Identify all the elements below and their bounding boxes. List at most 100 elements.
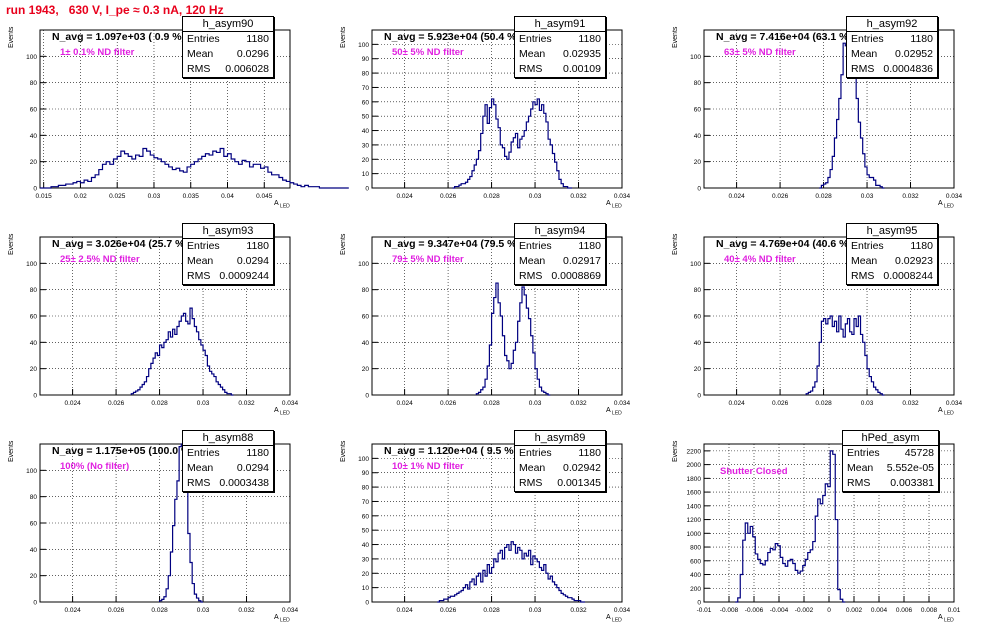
stats-row-rms: RMS 0.003381 [843, 476, 938, 491]
histogram-series [735, 450, 846, 603]
x-axis-subscript: LED [278, 203, 290, 210]
y-tick-label: 60 [30, 107, 38, 114]
x-tick-label: 0.026 [440, 400, 457, 407]
x-tick-label: 0.01 [948, 607, 961, 614]
stats-value: 0.0294 [236, 462, 269, 474]
stats-label: Mean [187, 48, 214, 60]
y-tick-label: 0 [697, 186, 701, 193]
x-axis-subscript: LED [942, 617, 954, 624]
filter-note: 50± 5% ND filter [392, 47, 464, 58]
stats-value: 0.02935 [563, 48, 601, 60]
x-tick-label: 0.034 [946, 400, 963, 407]
x-tick-label: 0.026 [772, 400, 789, 407]
stats-row-rms: RMS 0.0008244 [847, 269, 937, 284]
x-tick-label: 0.026 [108, 400, 125, 407]
filter-note: Shutter Closed [720, 466, 788, 477]
y-tick-label: 70 [362, 85, 370, 92]
stats-label: RMS [187, 63, 211, 75]
stats-label: RMS [851, 270, 875, 282]
y-tick-label: 40 [362, 128, 370, 135]
x-axis-symbol: A [938, 407, 943, 414]
histogram-plot: 0.024 0.026 0.028 0.03 0.032 0.034 0 10 20 30 40 50… [358, 443, 631, 614]
stats-label: Entries [187, 33, 220, 45]
y-axis-label: Events [672, 233, 679, 255]
x-axis-label: A LED [606, 200, 622, 209]
x-tick-label: 0.024 [396, 193, 413, 200]
y-tick-label: 1400 [687, 503, 702, 510]
x-axis-subscript: LED [278, 617, 290, 624]
y-axis-label: Events [672, 440, 679, 462]
x-tick-label: 0.024 [64, 607, 81, 614]
stats-value: 1180 [578, 240, 601, 252]
stats-row-rms: RMS 0.0004836 [847, 62, 937, 77]
y-tick-label: 20 [30, 159, 38, 166]
y-tick-label: 2200 [687, 448, 702, 455]
x-tick-label: 0.028 [815, 400, 832, 407]
stats-row-mean: Mean 0.02942 [515, 461, 605, 476]
stats-label: Entries [187, 240, 220, 252]
histogram-series [475, 282, 551, 396]
x-tick-label: 0.026 [440, 607, 457, 614]
x-tick-label: 0.032 [570, 193, 587, 200]
stats-box: h_asym90 Entries 1180 Mean 0.0296 RMS 0.006028 [182, 16, 274, 78]
stats-value: 0.02952 [895, 48, 933, 60]
y-tick-label: 20 [30, 573, 38, 580]
stats-row-entries: Entries 1180 [183, 446, 273, 461]
stats-value: 0.0004836 [883, 63, 933, 75]
y-tick-label: 20 [694, 159, 702, 166]
stats-value: 0.0009244 [219, 270, 269, 282]
y-tick-label: 40 [30, 133, 38, 140]
stats-row-entries: Entries 1180 [515, 32, 605, 47]
x-tick-label: 0.015 [36, 193, 53, 200]
x-tick-label: 0.028 [483, 193, 500, 200]
histogram-series [452, 98, 572, 189]
x-tick-label: 0.034 [614, 400, 631, 407]
x-tick-label: 0 [827, 607, 831, 614]
histogram-series [437, 541, 586, 603]
x-axis-subscript: LED [610, 617, 622, 624]
x-tick-label: 0.028 [151, 400, 168, 407]
stats-label: Mean [851, 255, 878, 267]
x-axis-symbol: A [274, 407, 279, 414]
stats-value: 0.0003438 [219, 477, 269, 489]
y-axis-label: Events [340, 440, 347, 462]
stats-value: 0.02923 [895, 255, 933, 267]
x-tick-label: 0.034 [946, 193, 963, 200]
stats-row-rms: RMS 0.0003438 [183, 476, 273, 491]
stats-title: h_asym90 [183, 17, 273, 32]
y-tick-label: 200 [690, 586, 701, 593]
y-tick-label: 70 [362, 499, 370, 506]
y-tick-label: 10 [362, 585, 370, 592]
stats-row-entries: Entries 1180 [847, 32, 937, 47]
stats-box: hPed_asym Entries 45728 Mean 5.552e-05 RMS 0.0… [842, 430, 939, 492]
navg-label: N_avg = 7.416e+04 (63.1 %) [716, 31, 853, 43]
x-axis-symbol: A [606, 200, 611, 207]
x-tick-label: 0.03 [529, 400, 542, 407]
stats-value: 0.003381 [890, 477, 934, 489]
stats-label: Mean [187, 255, 214, 267]
y-tick-label: 100 [26, 468, 37, 475]
navg-label: N_avg = 1.097e+03 ( 0.9 %) [52, 31, 186, 43]
y-tick-label: 1800 [687, 476, 702, 483]
x-axis-symbol: A [938, 200, 943, 207]
stats-title: hPed_asym [843, 431, 938, 446]
stats-label: Mean [851, 48, 878, 60]
stats-title: h_asym94 [515, 224, 605, 239]
stats-value: 0.0008869 [551, 270, 601, 282]
x-tick-label: 0.032 [902, 193, 919, 200]
stats-label: Entries [519, 447, 552, 459]
y-tick-label: 100 [358, 42, 369, 49]
run-title: run 1943, 630 V, I_pe ≈ 0.3 nA, 120 Hz [6, 3, 224, 17]
x-tick-label: 0.026 [440, 193, 457, 200]
stats-title: h_asym92 [847, 17, 937, 32]
x-axis-subscript: LED [942, 410, 954, 417]
y-tick-label: 50 [362, 528, 370, 535]
y-tick-label: 60 [30, 314, 38, 321]
y-tick-label: 40 [694, 340, 702, 347]
x-tick-label: 0.026 [772, 193, 789, 200]
x-tick-label: 0.032 [570, 400, 587, 407]
filter-note: 25± 2.5% ND filter [60, 254, 140, 265]
histogram-plot: 0.024 0.026 0.028 0.03 0.032 0.034 0 10 20 30 40 50… [358, 29, 631, 200]
x-tick-label: 0.034 [282, 400, 299, 407]
histogram-panel-h_asym93: 0.024 0.026 0.028 0.03 0.032 0.034 0 20 40 60 80 10… [0, 217, 332, 424]
